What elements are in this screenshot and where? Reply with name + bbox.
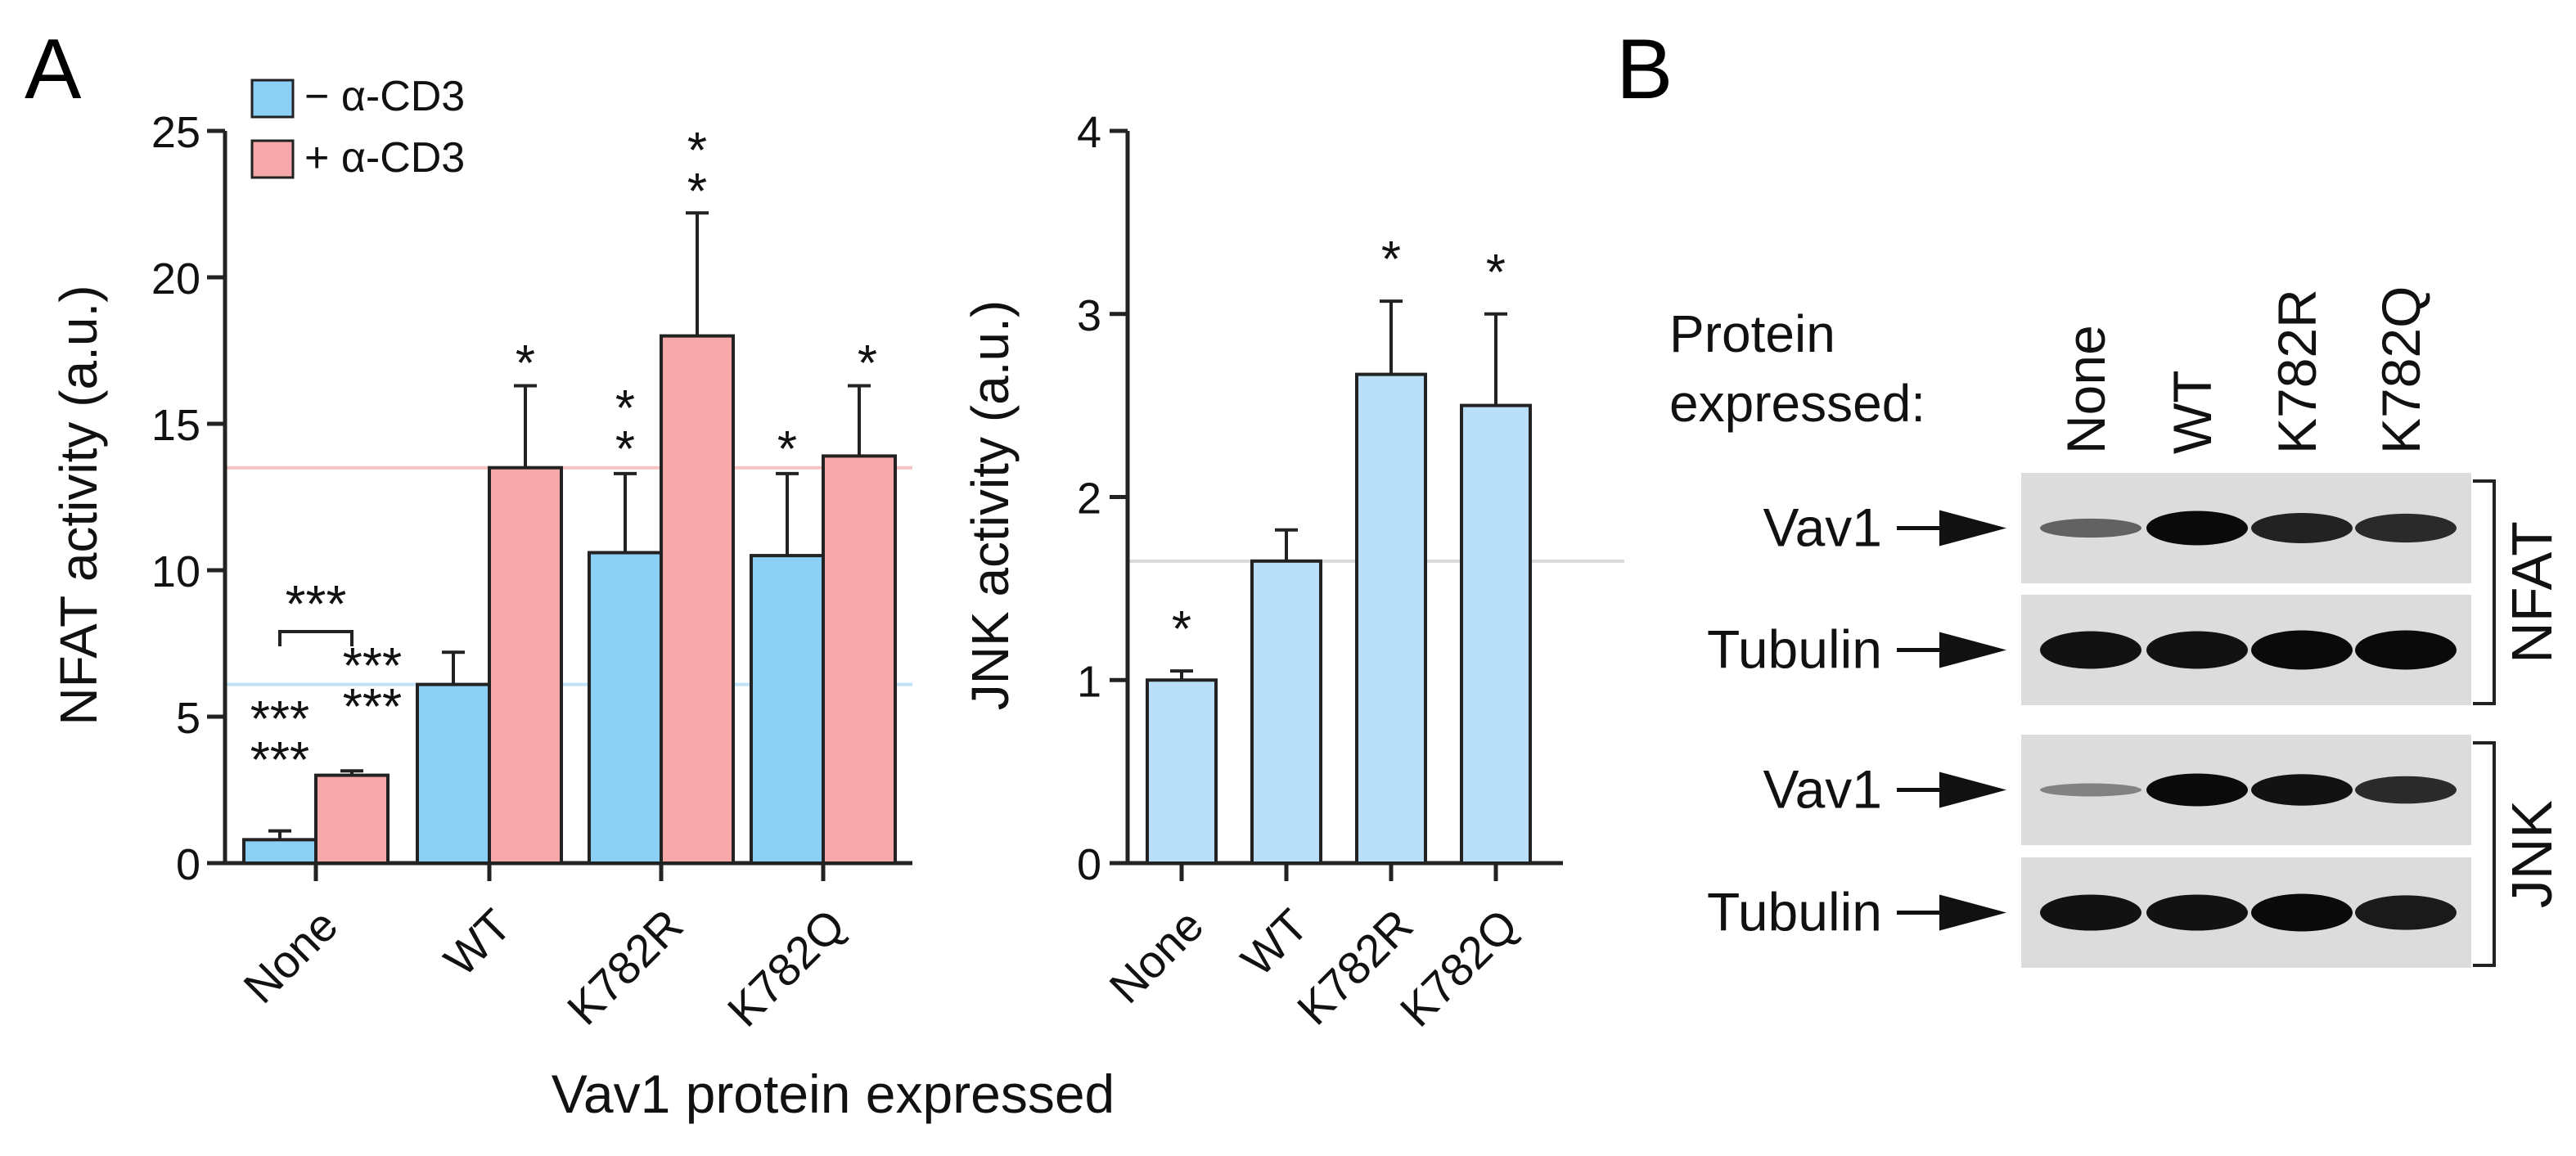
nfat-bar-plus [488, 466, 563, 865]
blot-bracket-nfat [2473, 479, 2496, 705]
blot-group-label-jnk: JNK [2500, 800, 2564, 908]
nfat-sig-k782r-minus: * [615, 421, 635, 478]
blot-band [2355, 513, 2457, 543]
blot-band [2146, 631, 2248, 669]
blot-band [2251, 513, 2353, 543]
nfat-sig-none-plus: *** [343, 679, 402, 735]
jnk-bar [1146, 678, 1218, 865]
blot-header-line2: expressed: [1669, 374, 1925, 433]
jnk-sig-star: * [1172, 601, 1191, 658]
blot-band [2040, 631, 2141, 669]
nfat-y-tick-label: 5 [176, 694, 200, 743]
blot-band [2146, 773, 2248, 807]
nfat-sig-wt-plus: * [516, 335, 535, 392]
blot-band [2355, 776, 2457, 804]
nfat-y-axis-title: NFAT activity (a.u.) [49, 285, 108, 725]
legend-swatch-plus [250, 139, 295, 179]
jnk-x-tick-label: WT [1231, 899, 1317, 986]
nfat-bar-minus [750, 554, 825, 865]
blot-row-arrowhead [1939, 771, 2006, 808]
nfat-bar-minus [588, 551, 663, 866]
nfat-y-tick-label: 20 [151, 254, 200, 304]
blot-band [2251, 630, 2353, 670]
nfat-sig-k782q-plus: * [858, 335, 877, 392]
jnk-y-axis-title: JNK activity (a.u.) [961, 300, 1020, 710]
nfat-sig-k782q-minus: * [777, 421, 797, 478]
blot-bracket-jnk [2473, 741, 2496, 967]
jnk-y-tick-label: 3 [1077, 291, 1101, 340]
legend-label-minus: − α-CD3 [304, 73, 465, 120]
jnk-chart: 0 1 2 3 4 JNK activity (a.u.) * None WT * K782R * K7… [961, 108, 1624, 1037]
blot-group-label-nfat: NFAT [2500, 521, 2564, 663]
nfat-sig-none-minus: *** [250, 732, 309, 789]
blot-band [2040, 518, 2141, 538]
blot-band [2040, 894, 2141, 931]
blot-row-arrowhead [1939, 894, 2006, 931]
nfat-y-tick-label: 25 [151, 108, 200, 157]
jnk-bar [1460, 403, 1532, 865]
blot-band [2251, 893, 2353, 932]
nfat-bar-plus [660, 334, 735, 866]
blot-header-line1: Protein [1669, 304, 1835, 363]
blot-row-label: Tubulin [1707, 882, 1882, 942]
nfat-chart: 0 5 10 15 20 25 NFAT activity (a.u.) None WT K782… [49, 108, 912, 1037]
blot-band [2040, 783, 2141, 797]
jnk-y-tick-label: 4 [1077, 108, 1101, 157]
nfat-sig-k782r-minus: * [615, 380, 635, 437]
nfat-bar-plus [314, 773, 390, 865]
nfat-y-tick-label: 0 [176, 840, 200, 889]
blot-band [2146, 511, 2248, 546]
nfat-x-tick-label: K782Q [718, 899, 855, 1037]
nfat-bar-minus [242, 838, 317, 865]
nfat-bracket-stars: *** [286, 574, 347, 633]
nfat-y-tick-label: 15 [151, 401, 200, 450]
nfat-bar-plus [822, 454, 897, 865]
western-blot: Protein expressed: None WT K782R K782Q Vav1 T… [1669, 286, 2564, 968]
nfat-x-tick-label: WT [434, 899, 520, 986]
jnk-y-tick-label: 0 [1077, 840, 1101, 889]
blot-row-arrowhead [1939, 632, 2006, 668]
jnk-sig-star: * [1381, 232, 1401, 288]
panel-label-b: B [1616, 22, 1673, 117]
jnk-bar [1250, 559, 1322, 865]
blot-band [2355, 630, 2457, 670]
jnk-y-tick-label: 2 [1077, 475, 1101, 524]
jnk-x-tick-label: K782Q [1390, 899, 1528, 1037]
jnk-bar [1355, 372, 1427, 865]
blot-band [2355, 895, 2457, 930]
jnk-x-tick-label: K782R [1287, 899, 1423, 1035]
nfat-x-tick-label: None [233, 899, 347, 1013]
nfat-sig-none-minus: *** [250, 691, 309, 748]
jnk-y-tick-label: 1 [1077, 657, 1101, 706]
nfat-significance-bracket [278, 630, 354, 646]
legend: − α-CD3 + α-CD3 [250, 73, 465, 182]
legend-swatch-minus [250, 79, 295, 119]
nfat-sig-k782r-plus: * [687, 164, 707, 220]
blot-row-label: Vav1 [1763, 759, 1882, 820]
nfat-bar-minus [416, 682, 491, 865]
nfat-sig-k782r-plus: * [687, 123, 707, 179]
x-axis-title: Vav1 protein expressed [552, 1064, 1115, 1124]
panel-label-a: A [25, 22, 82, 117]
nfat-sig-none-plus: *** [343, 638, 402, 695]
nfat-y-tick-label: 10 [151, 547, 200, 596]
jnk-sig-star: * [1486, 245, 1506, 301]
blot-lane-label: WT [2162, 370, 2222, 454]
legend-label-plus: + α-CD3 [304, 134, 465, 182]
blot-row-label: Tubulin [1707, 619, 1882, 680]
jnk-x-tick-label: None [1099, 899, 1213, 1013]
blot-lane-label: K782R [2267, 289, 2327, 454]
blot-band [2146, 894, 2248, 931]
blot-row-label: Vav1 [1763, 497, 1882, 558]
blot-lane-label: K782Q [2371, 286, 2431, 454]
blot-lane-label: None [2056, 325, 2116, 454]
blot-band [2251, 774, 2353, 806]
nfat-x-tick-label: K782R [557, 899, 693, 1035]
blot-row-arrowhead [1939, 510, 2006, 547]
